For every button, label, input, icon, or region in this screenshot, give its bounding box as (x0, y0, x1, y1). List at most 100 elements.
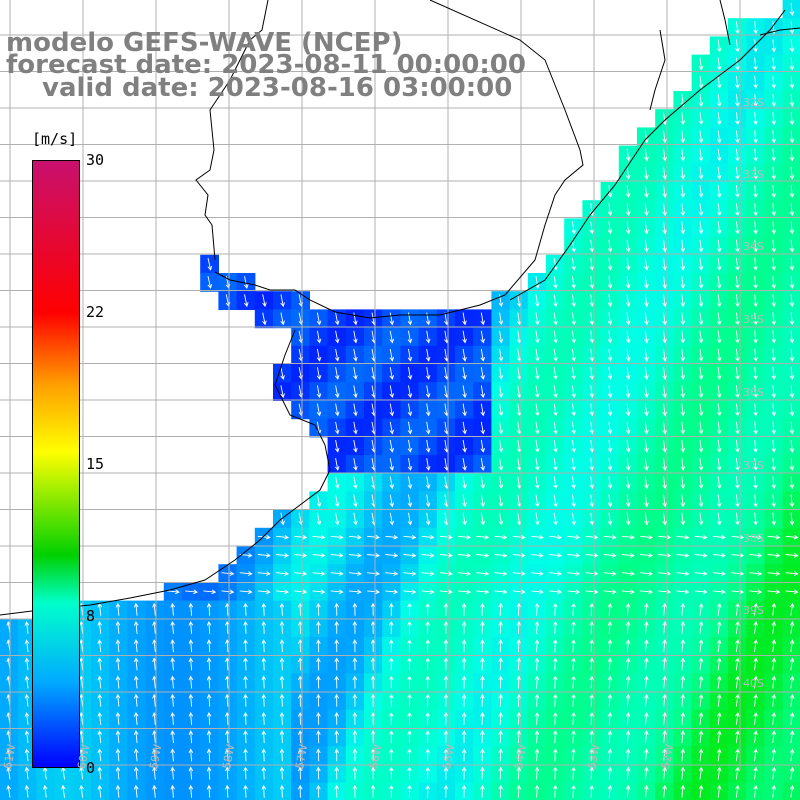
wind-arrow (789, 602, 795, 616)
wind-arrow (312, 571, 326, 576)
wind-arrow (607, 494, 613, 508)
wind-arrow (553, 458, 558, 471)
wind-arrow (676, 553, 690, 558)
wind-arrow (553, 276, 558, 289)
wind-arrow (735, 639, 740, 653)
wind-arrow (789, 766, 795, 780)
wind-arrow (607, 421, 613, 435)
wind-arrow (461, 766, 467, 780)
wind-arrow (753, 639, 758, 653)
wind-arrow (680, 602, 686, 616)
wind-arrow (789, 112, 795, 126)
wind-arrow (716, 620, 722, 634)
wind-arrow (334, 421, 340, 435)
wind-arrow (243, 602, 248, 616)
wind-arrow (735, 602, 740, 616)
wind-arrow (625, 657, 631, 671)
wind-arrow (425, 367, 431, 380)
wind-arrow (771, 130, 777, 144)
wind-arrow (297, 730, 303, 744)
wind-arrow (716, 221, 722, 235)
wind-arrow (607, 675, 613, 689)
wind-arrow (753, 657, 758, 671)
wind-arrow (330, 589, 344, 595)
wind-arrow (571, 330, 577, 344)
wind-arrow (389, 330, 395, 344)
wind-arrow (261, 602, 267, 616)
wind-arrow (188, 602, 194, 616)
wind-arrow (348, 571, 362, 576)
wind-arrow (571, 784, 576, 798)
wind-arrow (753, 21, 758, 35)
wind-arrow (334, 620, 339, 634)
wind-arrow (552, 675, 558, 689)
wind-arrow (735, 620, 740, 634)
wind-arrow (553, 403, 558, 417)
wind-arrow (735, 348, 740, 362)
wind-arrow (589, 421, 595, 435)
wind-arrow (206, 784, 212, 798)
wind-arrow (552, 748, 558, 762)
wind-arrow (279, 602, 285, 616)
wind-arrow (480, 385, 486, 399)
wind-arrow (462, 421, 467, 435)
wind-arrow (461, 620, 467, 634)
wind-arrow (735, 748, 740, 762)
wind-arrow (753, 57, 758, 71)
wind-arrow (297, 639, 303, 653)
wind-arrow (243, 620, 248, 634)
wind-arrow (553, 348, 558, 362)
wind-arrow (297, 766, 303, 780)
coastline (0, 0, 800, 616)
wind-arrow (115, 620, 121, 634)
wind-arrow (42, 784, 48, 798)
wind-arrow (735, 148, 740, 162)
wind-arrow (276, 553, 290, 558)
wind-arrow (188, 766, 194, 780)
wind-arrow (498, 385, 504, 399)
wind-arrow (625, 494, 631, 508)
wind-arrow (458, 553, 472, 558)
wind-arrow (789, 294, 795, 308)
wind-arrow (188, 639, 194, 653)
wind-arrow (476, 589, 490, 595)
wind-arrow (461, 784, 467, 798)
wind-arrow (352, 711, 358, 725)
wind-arrow (24, 766, 30, 780)
wind-arrow (625, 620, 631, 634)
wind-arrow (425, 657, 431, 671)
wind-arrow (407, 367, 413, 380)
wind-arrow (352, 602, 358, 616)
wind-arrow (498, 620, 503, 634)
wind-arrow (6, 784, 11, 798)
wind-arrow (567, 571, 581, 576)
wind-arrow (498, 675, 503, 689)
wind-arrow (221, 589, 235, 595)
wind-arrow (480, 766, 485, 780)
wind-arrow (461, 675, 467, 689)
wind-arrow (439, 534, 453, 540)
wind-arrow (297, 784, 303, 798)
wind-arrow (334, 675, 339, 689)
wind-arrow (589, 766, 595, 780)
wind-arrow (698, 330, 704, 344)
wind-arrow (662, 748, 667, 762)
wind-arrow (662, 403, 667, 417)
wind-arrow (644, 602, 649, 616)
wind-arrow (735, 711, 740, 725)
wind-arrow (534, 748, 540, 762)
wind-arrow (261, 748, 267, 762)
wind-arrow (353, 421, 358, 435)
wind-arrow (698, 276, 704, 290)
wind-arrow (735, 403, 740, 417)
wind-arrow (625, 385, 631, 399)
wind-arrow (389, 657, 394, 671)
wind-arrow (662, 312, 667, 326)
wind-arrow (735, 294, 740, 308)
wind-arrow (407, 711, 412, 725)
wind-arrow (403, 534, 417, 540)
wind-arrow (662, 221, 667, 235)
wind-arrow (789, 385, 795, 399)
wind-arrow (698, 421, 704, 435)
